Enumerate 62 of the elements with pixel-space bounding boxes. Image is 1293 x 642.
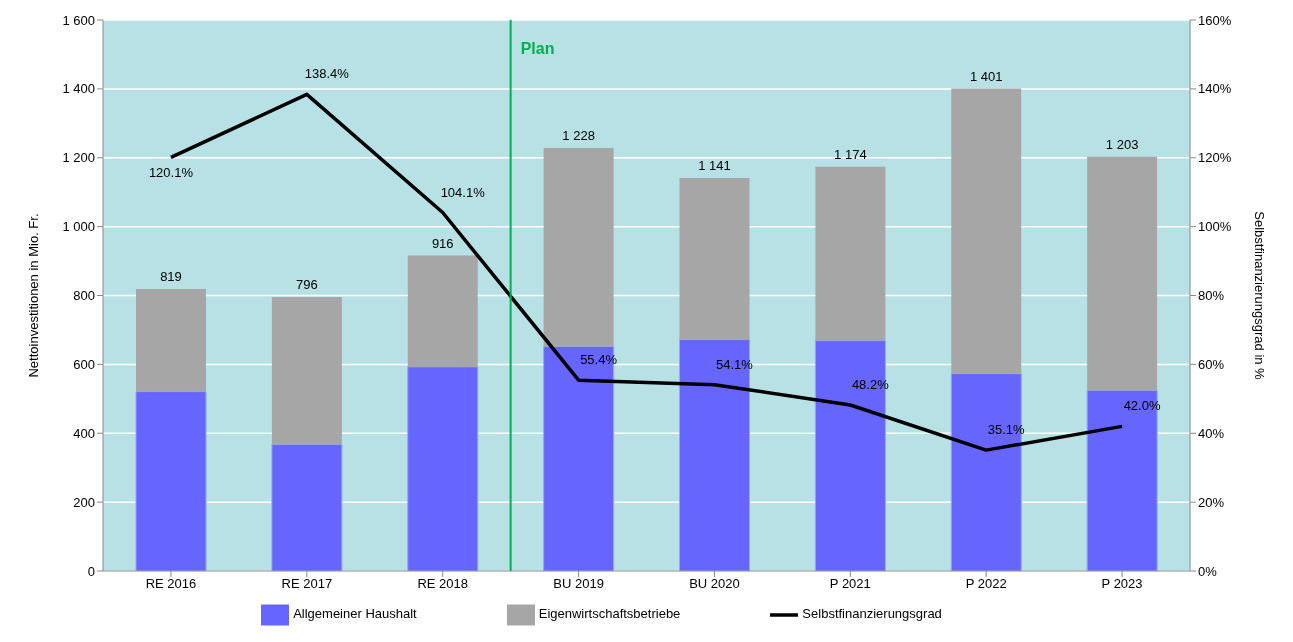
total-label: 819 [160, 268, 182, 284]
bar [1086, 389, 1158, 571]
x-tick-label: P 2023 [1101, 576, 1143, 592]
data-label: 120.1% [148, 165, 194, 181]
bar [950, 373, 1022, 571]
y2-axis-title: Selbstfinanzierungsgrad in % [1252, 211, 1268, 381]
x-tick-label: RE 2017 [281, 576, 333, 592]
bar [407, 366, 479, 571]
x-tick-label: RE 2018 [417, 576, 468, 592]
y-tick-label: 1 600 [62, 12, 95, 28]
data-label: 42.0% [1123, 398, 1161, 414]
bar [135, 391, 207, 571]
ref-line-label: Plan [520, 40, 555, 57]
y2-tick-label: 160% [1198, 12, 1232, 28]
data-label: 48.2% [851, 377, 890, 393]
data-label: 54.1% [716, 356, 754, 372]
bar [815, 166, 886, 341]
y-axis-title: Nettoinvestitionen in Mio. Fr. [25, 213, 41, 378]
bar [679, 178, 750, 340]
y2-tick-label: 80% [1198, 288, 1225, 304]
y-tick-label: 1 000 [62, 219, 95, 235]
y2-tick-label: 100% [1198, 219, 1232, 235]
bar [407, 255, 478, 367]
bar [951, 88, 1022, 374]
x-tick-label: P 2021 [829, 576, 871, 592]
total-label: 1 174 [834, 146, 867, 162]
data-label: 55.4% [580, 352, 618, 368]
x-tick-label: RE 2016 [145, 576, 197, 592]
y-tick-label: 1 200 [62, 150, 95, 166]
legend-label: Selbstfinanzierungsgrad [802, 606, 942, 622]
y2-tick-label: 0% [1198, 563, 1218, 579]
bar [1087, 156, 1158, 391]
legend-label: Allgemeiner Haushalt [293, 606, 417, 622]
total-label: 1 401 [969, 68, 1003, 84]
y-tick-label: 0 [87, 563, 95, 579]
y-tick-label: 1 400 [62, 81, 95, 97]
y-tick-label: 600 [73, 356, 95, 372]
y2-tick-label: 40% [1198, 425, 1225, 441]
bar [136, 288, 206, 392]
bar [543, 148, 614, 347]
y2-tick-label: 120% [1198, 150, 1232, 166]
total-label: 1 141 [698, 158, 731, 174]
data-label: 138.4% [304, 66, 350, 82]
y2-tick-label: 60% [1198, 356, 1225, 372]
total-label: 1 203 [1105, 136, 1139, 152]
total-label: 796 [296, 276, 318, 292]
bar [271, 443, 343, 571]
x-tick-label: P 2022 [965, 576, 1007, 592]
x-tick-label: BU 2020 [689, 576, 740, 592]
bar [271, 296, 342, 445]
legend-label: Eigenwirtschaftsbetriebe [538, 606, 681, 622]
y2-tick-label: 140% [1198, 81, 1232, 97]
data-label: 35.1% [987, 422, 1026, 438]
y-tick-label: 400 [73, 425, 95, 441]
bar [543, 345, 615, 571]
x-tick-label: BU 2019 [553, 576, 604, 592]
total-label: 916 [431, 235, 454, 251]
y-tick-label: 800 [73, 288, 95, 304]
total-label: 1 228 [562, 128, 595, 144]
y2-tick-label: 20% [1198, 494, 1225, 510]
data-label: 104.1% [440, 184, 486, 200]
y-tick-label: 200 [73, 494, 95, 510]
